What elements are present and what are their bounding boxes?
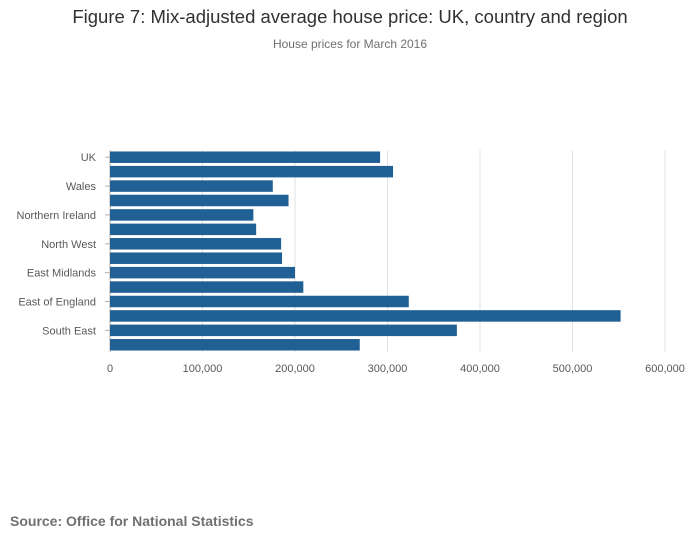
bar xyxy=(110,165,394,178)
bar xyxy=(110,295,409,308)
x-tick-label: 100,000 xyxy=(183,363,223,375)
bar xyxy=(110,223,257,236)
chart-subtitle: House prices for March 2016 xyxy=(272,37,428,51)
chart-title: Figure 7: Mix-adjusted average house pri… xyxy=(72,6,628,27)
bar xyxy=(110,238,282,250)
y-tick-label: Northern Ireland xyxy=(17,210,97,222)
y-tick-label: North West xyxy=(41,239,96,251)
bar xyxy=(110,209,254,221)
y-tick-label: UK xyxy=(81,152,97,164)
x-tick-label: 200,000 xyxy=(275,363,315,375)
bar xyxy=(110,252,283,264)
x-tick-label: 0 xyxy=(107,363,113,375)
bar-chart: UK Wales Northern Ireland North West East Mi… xyxy=(17,150,685,375)
bar xyxy=(110,180,273,192)
x-tick-label: 400,000 xyxy=(460,363,500,375)
bar xyxy=(110,194,289,207)
y-tick-label: Wales xyxy=(66,181,97,193)
y-tick-label: East of England xyxy=(18,297,96,309)
x-tick-label: 600,000 xyxy=(645,363,685,375)
bar xyxy=(110,310,621,322)
y-axis-labels: UK Wales Northern Ireland North West East Mi… xyxy=(17,152,110,337)
x-tick-label: 500,000 xyxy=(553,363,593,375)
source-note: Source: Office for National Statistics xyxy=(10,513,254,529)
gridlines xyxy=(109,150,666,352)
bar xyxy=(110,339,360,351)
bar xyxy=(110,324,457,337)
x-axis-labels: 0 100,000 200,000 300,000 400,000 500,000 600,… xyxy=(107,363,685,375)
y-tick-label: East Midlands xyxy=(27,268,97,280)
bar xyxy=(110,151,381,163)
x-tick-label: 300,000 xyxy=(368,363,408,375)
bars xyxy=(110,151,621,351)
bar xyxy=(110,281,304,293)
bar xyxy=(110,266,295,279)
y-tick-label: South East xyxy=(42,325,96,337)
